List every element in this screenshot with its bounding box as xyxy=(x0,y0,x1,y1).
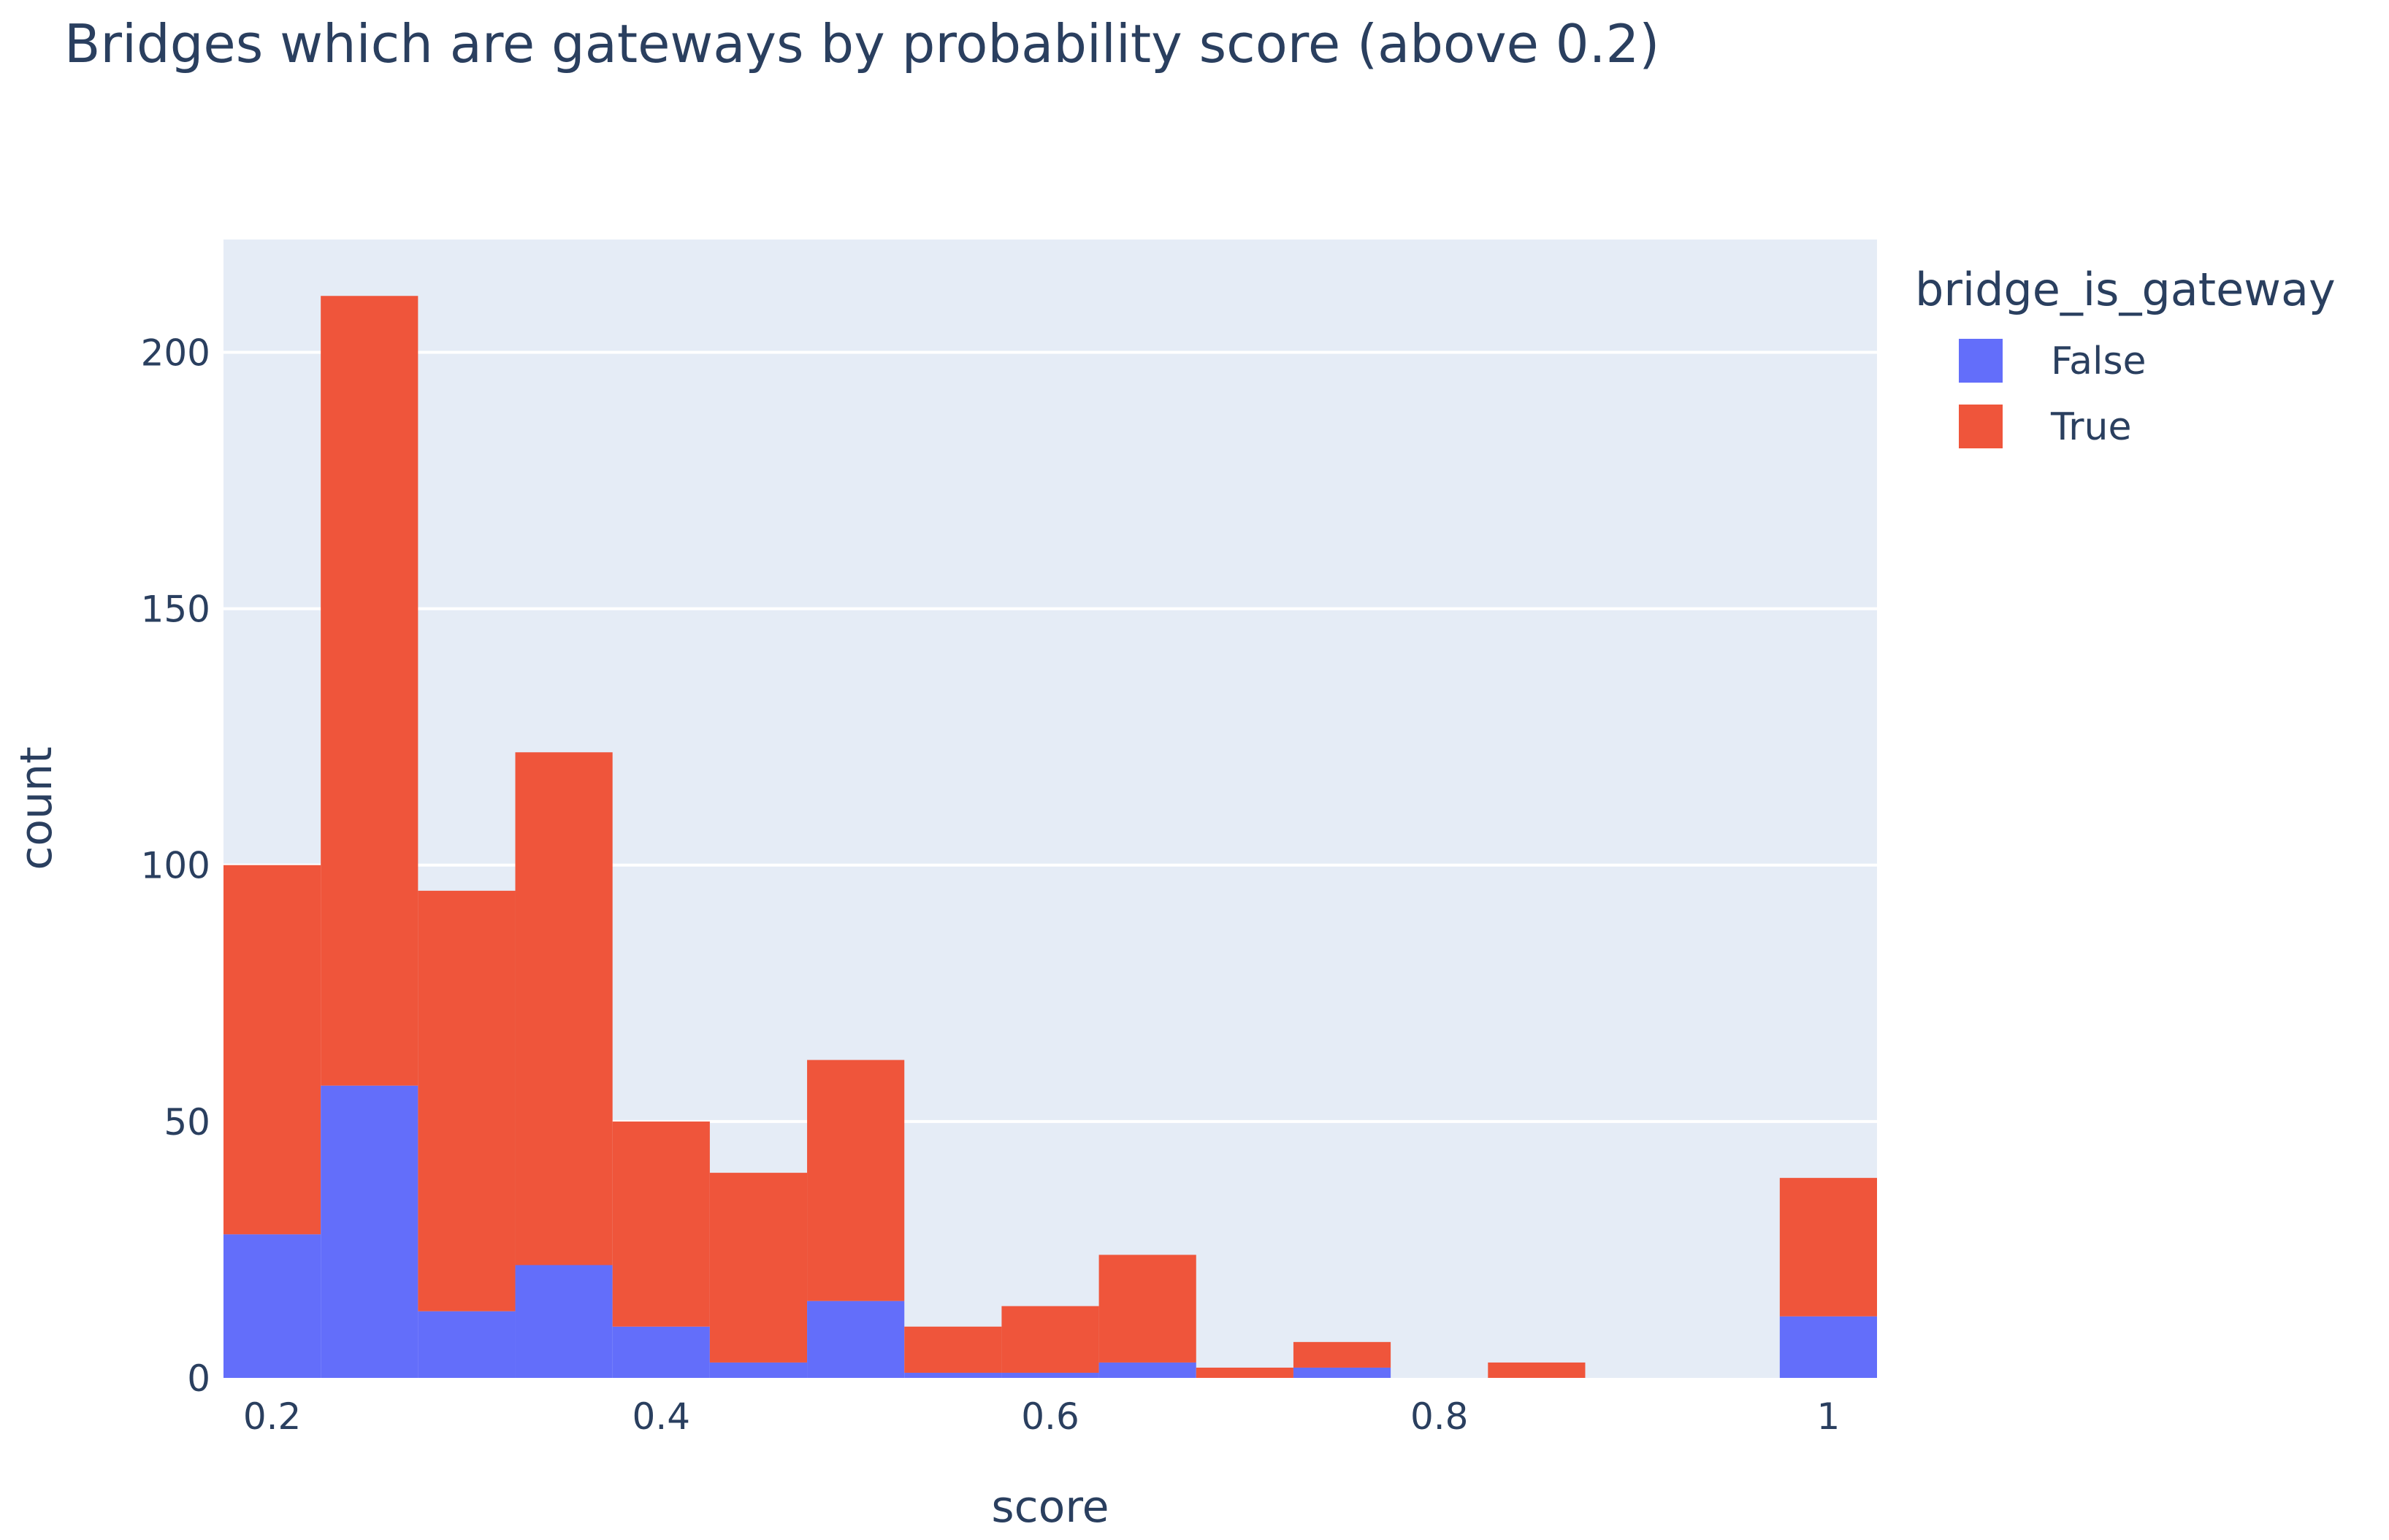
bar-true-bin-2 xyxy=(321,296,418,1086)
y-tick-label: 50 xyxy=(164,1101,210,1143)
y-tick-label: 150 xyxy=(141,589,210,631)
legend-title: bridge_is_gateway xyxy=(1915,263,2336,316)
bar-false-bin-3 xyxy=(418,1311,516,1378)
x-tick-label: 1 xyxy=(1817,1395,1841,1438)
bar-false-bin-1 xyxy=(223,1234,321,1378)
y-axis-ticks: 0 50 100 150 200 xyxy=(141,332,210,1400)
legend-label-true[interactable]: True xyxy=(2050,405,2131,449)
bar-false-bin-7 xyxy=(807,1300,905,1378)
bar-true-bin-17 xyxy=(1779,1178,1877,1317)
bar-true-bin-7 xyxy=(807,1060,905,1301)
bars xyxy=(223,296,1877,1378)
x-tick-label: 0.8 xyxy=(1410,1395,1469,1438)
legend-label-false[interactable]: False xyxy=(2051,340,2147,383)
bar-false-bin-17 xyxy=(1779,1316,1877,1378)
bar-false-bin-2 xyxy=(321,1085,418,1378)
x-tick-label: 0.4 xyxy=(632,1395,691,1438)
bar-true-bin-5 xyxy=(612,1121,710,1327)
bar-true-bin-9 xyxy=(1001,1306,1099,1373)
y-tick-label: 0 xyxy=(187,1357,210,1400)
bar-false-bin-12 xyxy=(1293,1367,1391,1378)
legend-swatch-true[interactable] xyxy=(1959,405,2003,448)
bar-true-bin-10 xyxy=(1098,1254,1196,1363)
x-axis-title: score xyxy=(991,1482,1109,1533)
bar-true-bin-8 xyxy=(904,1326,1002,1373)
bar-false-bin-5 xyxy=(612,1326,710,1378)
legend: bridge_is_gateway False True xyxy=(1915,263,2336,449)
bar-false-bin-6 xyxy=(709,1362,808,1378)
bar-true-bin-14 xyxy=(1488,1362,1586,1378)
bar-true-bin-4 xyxy=(515,752,613,1265)
x-tick-label: 0.6 xyxy=(1021,1395,1079,1438)
x-axis-ticks: 0.2 0.4 0.6 0.8 1 xyxy=(243,1395,1840,1438)
bar-false-bin-8 xyxy=(904,1372,1002,1378)
chart-title: Bridges which are gateways by probabilit… xyxy=(64,13,1659,74)
bar-false-bin-10 xyxy=(1098,1362,1196,1378)
y-axis-title: count xyxy=(11,746,62,870)
bar-false-bin-4 xyxy=(515,1265,613,1378)
bar-true-bin-12 xyxy=(1293,1341,1391,1368)
bar-true-bin-6 xyxy=(709,1173,808,1363)
bar-true-bin-1 xyxy=(223,865,321,1235)
y-tick-label: 200 xyxy=(141,332,210,374)
x-tick-label: 0.2 xyxy=(243,1395,302,1438)
bar-true-bin-11 xyxy=(1196,1367,1293,1378)
bar-true-bin-3 xyxy=(418,890,516,1311)
y-tick-label: 100 xyxy=(141,845,210,887)
bar-false-bin-9 xyxy=(1001,1372,1099,1378)
legend-swatch-false[interactable] xyxy=(1959,339,2003,383)
